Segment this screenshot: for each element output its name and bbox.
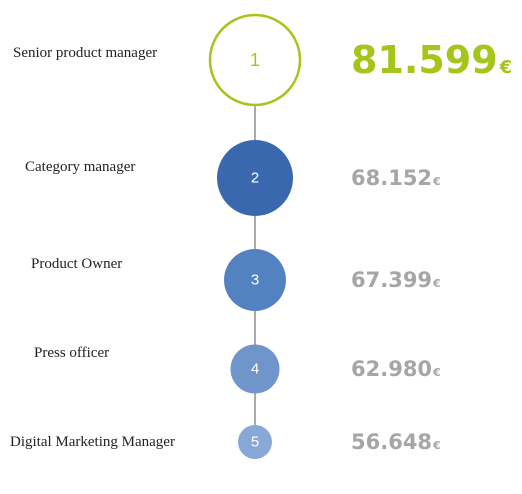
currency-symbol-3: € <box>433 276 441 290</box>
bubble-rank-label-1: 1 <box>250 50 260 70</box>
role-label-2: Category manager <box>25 159 136 175</box>
currency-symbol-5: € <box>433 438 441 452</box>
currency-symbol-4: € <box>433 365 441 379</box>
salary-value-3: 67.399€ <box>351 268 441 292</box>
bubble-circle-1 <box>208 13 302 107</box>
salary-value-2: 68.152€ <box>351 166 441 190</box>
bubble-2: 2 <box>217 140 293 216</box>
bubble-circle-3 <box>224 249 286 311</box>
bubble-4: 4 <box>230 344 280 394</box>
salary-value-1: 81.599 € <box>351 38 512 82</box>
salary-number-4: 62.980 <box>351 356 433 381</box>
bubble-rank-label-4: 4 <box>251 361 259 378</box>
salary-number-1: 81.599 <box>351 38 498 83</box>
role-label-3: Product Owner <box>31 256 123 272</box>
bubble-circle-4 <box>230 344 280 394</box>
bubble-3: 3 <box>224 249 286 311</box>
salary-number-5: 56.648 <box>351 429 433 454</box>
bubble-circle-2 <box>217 140 293 216</box>
salary-number-2: 68.152 <box>351 165 433 190</box>
role-label-4: Press officer <box>34 345 110 361</box>
role-label-1: Senior product manager <box>13 45 158 61</box>
bubble-rank-label-2: 2 <box>251 170 259 187</box>
salary-value-4: 62.980€ <box>351 357 441 381</box>
currency-symbol-1: € <box>499 57 513 79</box>
bubble-rank-label-3: 3 <box>251 272 259 289</box>
bubble-5: 5 <box>238 425 272 459</box>
role-label-5: Digital Marketing Manager <box>10 434 175 450</box>
salary-number-3: 67.399 <box>351 267 433 292</box>
salary-value-5: 56.648€ <box>351 430 441 454</box>
bubble-circle-5 <box>238 425 272 459</box>
bubble-rank-label-5: 5 <box>251 434 259 451</box>
currency-symbol-2: € <box>433 174 441 188</box>
bubble-1: 1 <box>208 13 302 107</box>
